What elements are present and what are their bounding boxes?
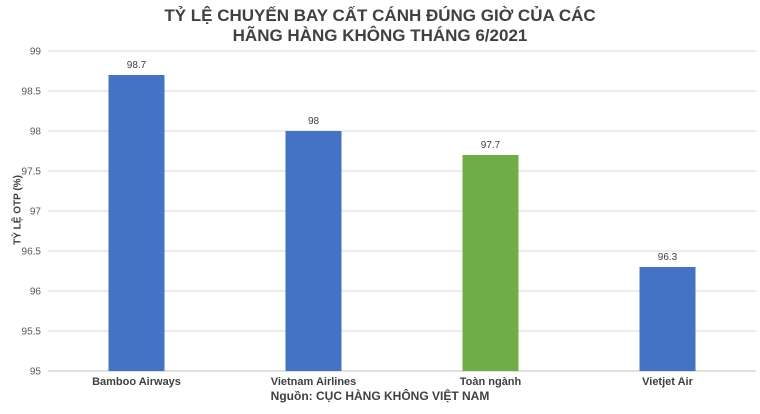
x-tick-label: Vietjet Air <box>642 376 693 388</box>
data-label: 98.7 <box>127 60 147 71</box>
chart-title-line-1: TỶ LỆ CHUYẾN BAY CẤT CÁNH ĐÚNG GIỜ CỦA C… <box>164 6 596 25</box>
y-tick-label: 96.5 <box>22 247 42 258</box>
bar <box>462 155 519 371</box>
data-label: 98 <box>308 116 320 127</box>
y-tick-label: 97 <box>30 207 42 218</box>
y-tick-label: 96 <box>30 287 42 298</box>
y-tick-label: 98 <box>30 127 42 138</box>
bar <box>639 267 696 371</box>
y-tick-label: 97.5 <box>22 167 42 178</box>
y-tick-label: 98.5 <box>22 87 42 98</box>
y-tick-label: 95 <box>30 367 42 378</box>
x-axis-label: Nguồn: CỤC HÀNG KHÔNG VIỆT NAM <box>270 389 490 403</box>
y-tick-label: 95.5 <box>22 327 42 338</box>
data-label: 96.3 <box>658 252 678 263</box>
data-label: 97.7 <box>481 140 501 151</box>
chart-title: TỶ LỆ CHUYẾN BAY CẤT CÁNH ĐÚNG GIỜ CỦA C… <box>0 6 760 46</box>
x-tick-label: Bamboo Airways <box>92 376 181 388</box>
x-tick-label: Vietnam Airlines <box>271 376 357 388</box>
bar <box>108 75 165 371</box>
chart-title-line-2: HÃNG HÀNG KHÔNG THÁNG 6/2021 <box>232 26 528 45</box>
bar <box>285 131 342 371</box>
y-tick-label: 99 <box>30 47 42 58</box>
x-tick-label: Toàn ngành <box>460 376 522 388</box>
